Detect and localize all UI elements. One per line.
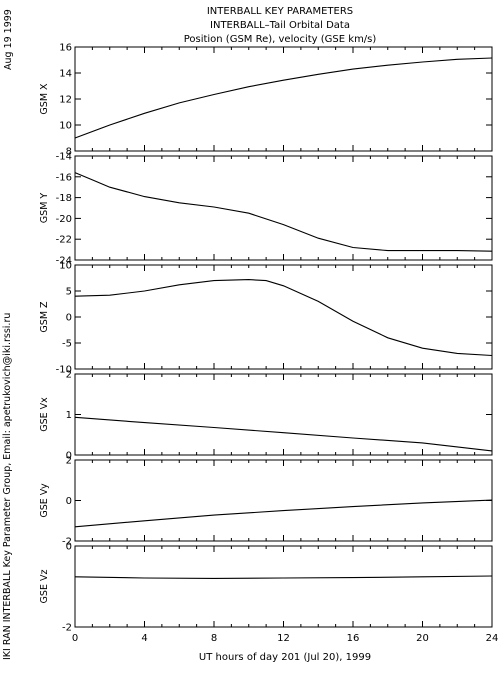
panel-gsm-x: 8 10 12 14 16 GSM X <box>39 43 493 158</box>
panel-gsm-z: -10 -5 0 5 10 GSM Z <box>39 261 493 376</box>
series-line <box>74 575 493 579</box>
y-tick-label: 0 <box>66 496 72 507</box>
x-tick-label: 24 <box>486 633 499 644</box>
title-line-2: INTERBALL–Tail Orbital Data <box>210 20 350 31</box>
title-line-3: Position (GSM Re), velocity (GSE km/s) <box>184 34 377 45</box>
x-axis: 0 4 8 12 16 20 24 <box>72 633 499 644</box>
date-stamp: Aug 19 1999 <box>3 9 14 70</box>
y-tick-label: -20 <box>56 214 72 225</box>
panel-gse-vy: -2 0 2 GSE Vy <box>39 456 493 548</box>
y-axis-label: GSM Y <box>39 193 50 224</box>
y-tick-label: 1 <box>66 410 72 421</box>
panel-frame <box>74 545 493 628</box>
x-tick-label: 4 <box>141 633 147 644</box>
y-tick-label: 0 <box>66 451 72 462</box>
y-tick-label: 0 <box>66 313 72 324</box>
y-tick-label: 0 <box>66 542 72 553</box>
side-credit-label: IKI RAN INTERBALL Key Parameter Group, E… <box>2 313 13 660</box>
x-axis-label: UT hours of day 201 (Jul 20), 1999 <box>199 652 371 663</box>
series-line <box>74 416 493 452</box>
y-axis-label: GSE Vy <box>39 483 50 518</box>
y-tick-label: 10 <box>59 261 72 272</box>
y-tick-label: -18 <box>56 193 72 204</box>
panel-gse-vx: 0 1 2 GSE Vx <box>39 370 493 462</box>
y-tick-label: -10 <box>56 365 72 376</box>
x-tick-label: 8 <box>211 633 217 644</box>
series-line <box>74 172 493 252</box>
panel-gse-vz: -2 0 GSE Vz <box>39 542 493 634</box>
y-tick-label: 14 <box>59 69 72 80</box>
y-axis-label: GSM X <box>39 83 50 115</box>
x-tick-label: 12 <box>277 633 290 644</box>
x-tick-label: 20 <box>416 633 429 644</box>
y-tick-label: 2 <box>66 456 72 467</box>
y-axis-label: GSE Vz <box>39 570 50 604</box>
y-axis-label: GSE Vx <box>39 397 50 432</box>
title-line-1: INTERBALL KEY PARAMETERS <box>207 6 353 17</box>
y-tick-label: 5 <box>66 287 72 298</box>
y-axis-label: GSM Z <box>39 301 50 333</box>
panel-frame <box>74 373 493 456</box>
x-tick-label: 0 <box>72 633 78 644</box>
y-tick-label: 2 <box>66 370 72 381</box>
y-tick-label: 12 <box>59 95 72 106</box>
panel-frame <box>74 46 493 152</box>
y-tick-label: -2 <box>62 623 72 634</box>
y-tick-label: -22 <box>56 235 72 246</box>
panel-frame <box>74 264 493 370</box>
series-line <box>74 57 493 139</box>
y-tick-label: -2 <box>62 537 72 548</box>
y-tick-label: 10 <box>59 121 72 132</box>
y-tick-label: 16 <box>59 43 72 54</box>
series-line <box>74 499 493 528</box>
x-tick-label: 16 <box>347 633 360 644</box>
panel-frame <box>74 155 493 261</box>
series-line <box>74 279 493 357</box>
y-tick-label: -14 <box>56 152 72 163</box>
y-tick-label: -16 <box>56 172 72 183</box>
panel-gsm-y: -24 -22 -20 -18 -16 -14 GSM Y <box>39 152 493 267</box>
y-tick-label: -24 <box>56 256 72 267</box>
y-tick-label: -5 <box>62 339 72 350</box>
panel-frame <box>74 459 493 542</box>
y-tick-label: 8 <box>66 147 72 158</box>
